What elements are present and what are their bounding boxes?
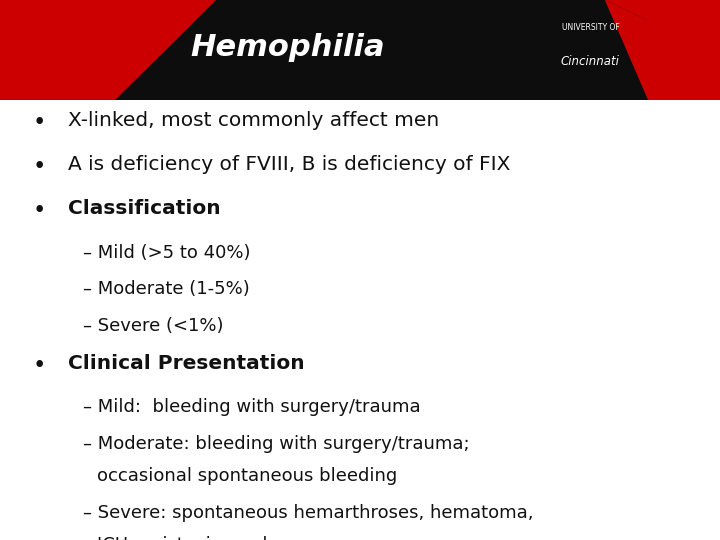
Text: X-linked, most commonly affect men: X-linked, most commonly affect men [68,111,440,130]
Text: – Moderate (1-5%): – Moderate (1-5%) [83,280,250,298]
Text: occasional spontaneous bleeding: occasional spontaneous bleeding [97,467,397,485]
Text: •: • [32,111,46,134]
Text: •: • [32,199,46,222]
Text: – Severe (<1%): – Severe (<1%) [83,317,223,335]
Polygon shape [605,0,720,100]
Text: •: • [32,155,46,178]
Polygon shape [518,0,720,55]
Text: – Severe: spontaneous hemarthroses, hematoma,: – Severe: spontaneous hemarthroses, hema… [83,504,534,522]
Text: Classification: Classification [68,199,221,218]
Polygon shape [648,0,720,100]
Text: ICH, epistaxis, ecchymoses: ICH, epistaxis, ecchymoses [97,536,343,540]
Text: A is deficiency of FVIII, B is deficiency of FIX: A is deficiency of FVIII, B is deficienc… [68,155,510,174]
Polygon shape [0,0,216,100]
Text: – Mild:  bleeding with surgery/trauma: – Mild: bleeding with surgery/trauma [83,398,420,416]
Text: •: • [32,354,46,377]
Text: Clinical Presentation: Clinical Presentation [68,354,305,373]
Text: – Mild (>5 to 40%): – Mild (>5 to 40%) [83,244,251,261]
Text: – Moderate: bleeding with surgery/trauma;: – Moderate: bleeding with surgery/trauma… [83,435,469,453]
Text: Hemophilia: Hemophilia [191,33,385,63]
Text: Cincinnati: Cincinnati [561,56,620,69]
Bar [0,0,720,100]
Text: UNIVERSITY OF: UNIVERSITY OF [562,23,619,32]
